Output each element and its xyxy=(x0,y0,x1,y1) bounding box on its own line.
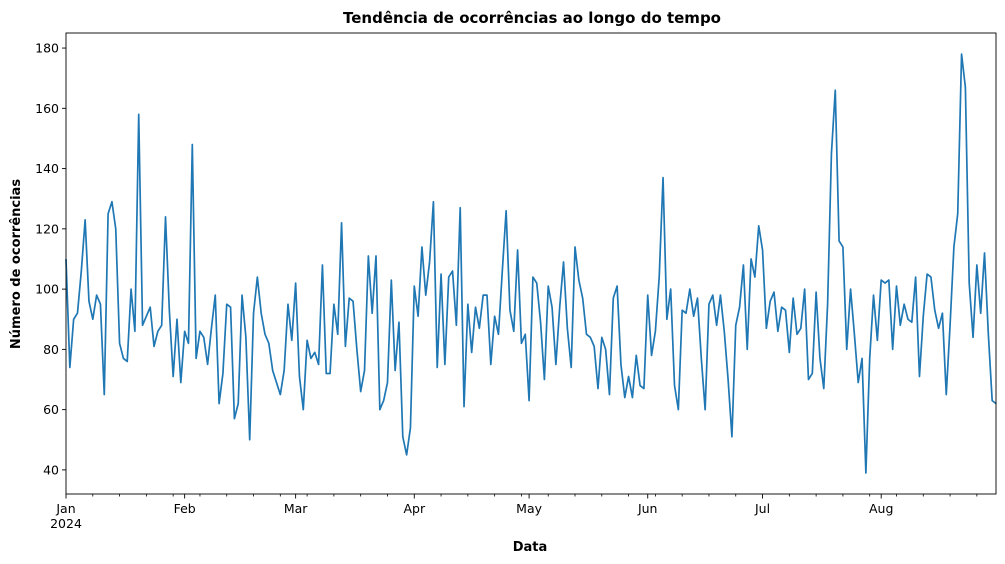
y-tick-label: 60 xyxy=(43,402,59,417)
plot-area xyxy=(65,32,997,495)
x-tick-label: Apr xyxy=(403,501,425,516)
plot-frame xyxy=(65,32,997,495)
x-tick-label: Jun xyxy=(637,501,658,516)
y-tick-label: 40 xyxy=(43,462,59,477)
chart-title: Tendência de ocorrências ao longo do tem… xyxy=(343,9,721,27)
y-axis: 40 60 80 100 120 140 160 180 xyxy=(35,41,66,477)
x-tick-year-label: 2024 xyxy=(50,516,82,531)
x-tick-label: Aug xyxy=(869,501,893,516)
x-axis-label: Data xyxy=(513,540,548,555)
x-tick-label: Feb xyxy=(174,501,196,516)
y-tick-label: 180 xyxy=(35,41,59,56)
x-tick-label: Jan xyxy=(55,501,75,516)
y-tick-label: 80 xyxy=(43,342,59,357)
y-tick-label: 100 xyxy=(35,282,59,297)
x-tick-label: May xyxy=(516,501,542,516)
y-tick-label: 160 xyxy=(35,101,59,116)
series-line-0 xyxy=(65,53,997,474)
y-axis-label: Número de ocorrências xyxy=(9,179,24,349)
x-tick-label: Jul xyxy=(754,501,770,516)
y-tick-label: 120 xyxy=(35,221,59,236)
y-tick-label: 140 xyxy=(35,161,59,176)
x-tick-label: Mar xyxy=(284,501,308,516)
